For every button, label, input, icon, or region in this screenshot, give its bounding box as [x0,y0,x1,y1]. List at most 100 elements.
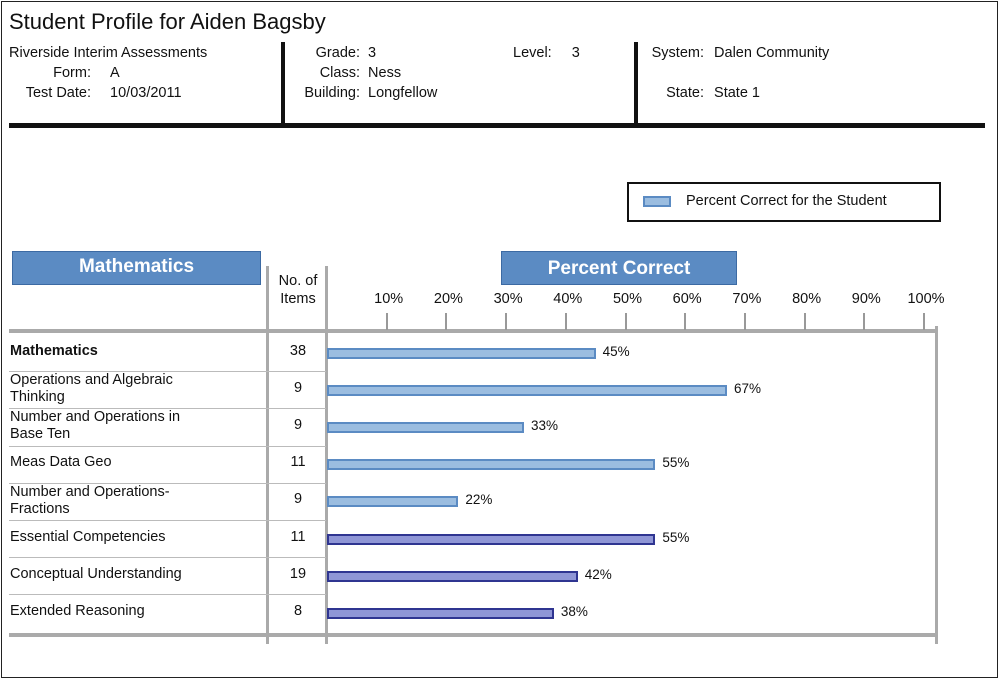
bar-value-label: 55% [662,529,690,545]
class-row: Class: Ness [290,63,401,83]
grade-row: Grade: 3 [290,43,376,63]
x-tick-mark [684,313,687,330]
page-title: Student Profile for Aiden Bagsby [9,9,326,34]
percent-bar [327,347,596,359]
x-tick-label: 10% [374,291,404,307]
test-date-label: Test Date: [25,85,91,101]
chart-right-line [935,326,938,644]
items-column-left-line [266,266,269,644]
category-label: Number and Operations- Fractions [10,484,170,518]
category-label: Number and Operations in Base Ten [10,409,180,443]
category-label-line: Thinking [10,389,65,406]
grade-value: 3 [368,45,377,61]
category-label-line: Base Ten [10,426,71,443]
category-label-line: Mathematics [10,342,98,359]
header-divider-2 [634,42,638,126]
category-label-line: Conceptual Understanding [10,565,182,582]
items-column-right-line [325,266,328,644]
bar-value-label: 67% [733,380,762,396]
x-tick-mark [445,313,448,330]
table-bottom-rule [9,632,938,637]
axis-banner: Percent Correct [501,251,737,285]
row-separator [9,594,326,596]
form-value: A [110,65,120,81]
legend-label: Percent Correct for the Student [686,193,887,209]
x-tick-label: 30% [493,291,523,307]
legend-swatch [643,196,671,207]
item-count: 38 [289,342,307,359]
chart-legend: Percent Correct for the Student [627,182,941,222]
category-label-line: Operations and Algebraic [10,372,173,389]
class-value: Ness [368,65,402,81]
bar-value-label: 45% [602,343,630,359]
bar-value-label: 22% [465,492,493,508]
subject-banner: Mathematics [12,251,261,285]
building-value: Longfellow [368,85,438,101]
x-tick-mark [803,313,806,330]
x-tick-label: 60% [672,291,702,307]
x-tick-label: 100% [907,291,945,307]
x-tick-label: 50% [612,291,643,307]
row-separator [9,445,326,447]
system-label: System: [651,45,704,61]
test-date-value: 10/03/2011 [110,85,182,101]
item-count: 11 [290,454,306,471]
x-tick-label: 90% [851,291,881,307]
x-tick-mark [863,313,866,330]
test-date-row: Test Date: 10/03/2011 [9,83,182,103]
header-rule [9,123,985,128]
percent-bar [327,608,554,619]
level-label: Level: [513,45,552,61]
state-row: State: State 1 [640,83,760,103]
row-separator [9,371,326,373]
x-tick-label: 20% [433,291,463,307]
percent-bar [327,384,727,396]
category-label: Conceptual Understanding [10,566,182,583]
x-tick-label: 70% [732,291,762,307]
bar-value-label: 33% [531,418,559,433]
item-count: 8 [293,603,303,619]
level-row: Level: 3 [513,43,580,63]
category-label-line: Fractions [10,500,70,517]
category-label-line: Number and Operations- [10,483,170,500]
system-value: Dalen Community [714,45,830,61]
assessment-name: Riverside Interim Assessments [9,45,208,61]
category-label: Extended Reasoning [10,603,145,620]
x-tick-mark [743,313,746,330]
x-tick-mark [564,313,567,330]
item-count: 11 [290,528,306,545]
percent-bar [327,533,656,545]
form-label: Form: [53,65,91,81]
percent-bar [327,422,524,433]
category-label: Operations and Algebraic Thinking [10,372,173,406]
state-value: State 1 [714,85,760,101]
percent-bar [327,496,459,508]
bar-value-label: 55% [662,455,690,471]
row-separator [9,520,326,521]
row-separator [9,408,326,410]
level-value: 3 [571,45,580,61]
category-label: Essential Competencies [10,529,166,546]
building-row: Building: Longfellow [290,83,437,103]
header-divider-1 [281,42,285,126]
row-separator [9,557,326,559]
bar-value-label: 38% [560,604,588,619]
items-column-header: No. of Items [278,273,318,307]
item-count: 9 [293,379,303,396]
percent-bar [327,570,578,582]
form-row: Form: A [9,63,120,83]
x-tick-label: 80% [792,291,822,307]
category-label: Mathematics [10,343,98,360]
x-tick-mark [624,313,627,330]
row-separator [9,482,326,484]
item-count: 9 [293,417,303,433]
grade-label: Grade: [315,45,360,61]
category-label-line: Extended Reasoning [10,603,145,619]
item-count: 19 [289,565,307,582]
x-tick-mark [923,313,925,330]
category-label-line: Essential Competencies [10,528,166,545]
table-top-rule [9,329,938,333]
category-label: Meas Data Geo [10,454,112,471]
state-label: State: [666,85,704,101]
